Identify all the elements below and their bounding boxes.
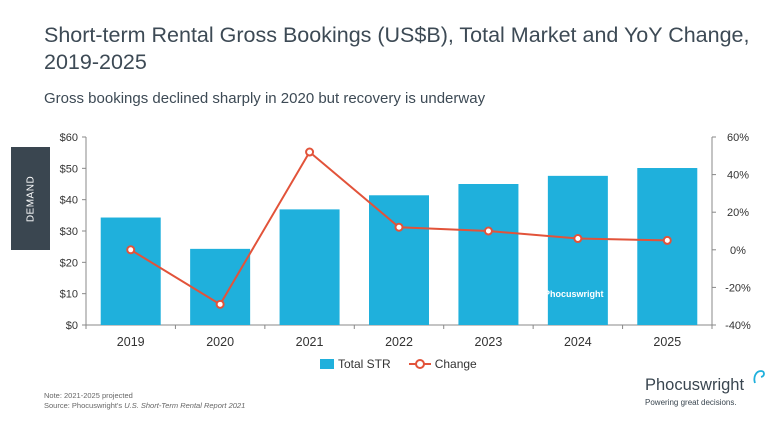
bar-total-str-2024 [547,175,608,325]
bar-total-str-2020 [190,248,251,325]
x-tick-label: 2021 [296,335,324,349]
y-right-tick-label: 40% [727,170,749,182]
bar-total-str-2019 [100,217,161,325]
chart-legend: Total STR Change [320,357,477,371]
brand-swoosh-icon [753,370,765,384]
y-left-tick-label: $10 [60,289,78,301]
x-tick-label: 2020 [206,335,234,349]
y-right-tick-label: -20% [725,282,751,294]
y-right-tick-label: -40% [725,320,751,332]
brand-tagline: Powering great decisions. [645,398,737,407]
y-left-tick-label: $20 [60,257,78,269]
chart-title: Short-term Rental Gross Bookings (US$B),… [44,23,750,74]
x-tick-label: 2019 [117,335,145,349]
bar-total-str-2021 [279,209,340,325]
bar-total-str-2022 [369,195,429,325]
legend-label-change: Change [434,357,477,371]
y-right-tick-label: 0% [730,245,746,257]
y-left-tick-label: $50 [60,163,78,175]
chart-subtitle: Gross bookings declined sharply in 2020 … [44,90,486,107]
point-change-2021 [305,147,315,157]
footnote-source-title: U.S. Short-Term Rental Report 2021 [124,401,246,410]
x-tick-label: 2023 [475,335,503,349]
point-change-2022 [394,222,404,232]
footnote-note: Note: 2021-2025 projected [44,391,133,400]
y-left-tick-label: $0 [66,320,78,332]
legend-label-total-str: Total STR [338,357,391,371]
x-tick-label: 2024 [564,335,592,349]
brand-logo: Phocuswright [645,376,745,394]
x-tick-label: 2022 [385,335,413,349]
bar-total-str-2023 [458,184,519,325]
y-right-tick-label: 60% [727,132,749,144]
point-change-2019 [126,245,136,255]
footnote-source: Source: Phocuswright's U.S. Short-Term R… [44,401,245,411]
footnote-source-prefix: Source: Phocuswright's [44,401,125,410]
y-left-tick-label: $40 [60,195,78,207]
legend-swatch-change [408,359,431,369]
y-left-tick-label: $30 [60,226,78,238]
bar-total-str-2025 [637,168,698,325]
point-change-2023 [483,226,493,236]
x-tick-label: 2025 [653,335,681,349]
point-change-2024 [573,234,583,244]
section-tab-demand: DEMAND [11,147,50,250]
point-change-2020 [215,299,225,309]
legend-swatch-total-str [320,359,334,369]
chart-watermark: Phocuswright [544,289,604,299]
point-change-2025 [662,235,672,245]
footnote: Note: 2021-2025 projected Source: Phocus… [44,391,245,411]
y-left-tick-label: $60 [60,132,78,144]
y-right-tick-label: 20% [727,207,749,219]
